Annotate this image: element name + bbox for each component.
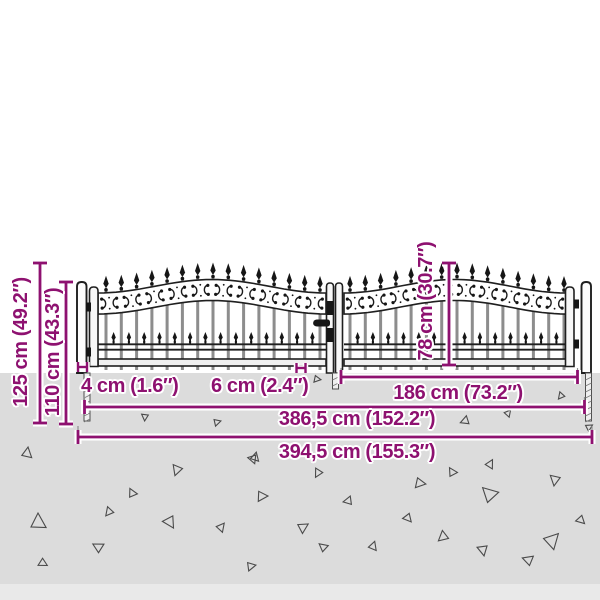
dim-inner-width-label: 386,5 cm (152.2″) bbox=[278, 408, 436, 430]
dim-center-gap-label: 6 cm (2.4″) bbox=[211, 375, 309, 397]
dim-total-width-label: 394,5 cm (155.3″) bbox=[278, 441, 436, 463]
ground-edge-strip bbox=[0, 584, 600, 600]
dim-total-height-label: 125 cm (49.2″) bbox=[10, 277, 32, 407]
dim-post-width-label: 4 cm (1.6″) bbox=[81, 375, 179, 397]
ground-area bbox=[0, 373, 600, 600]
dim-leaf-width-label: 186 cm (73.2″) bbox=[393, 382, 523, 404]
dim-leaf-height-label: 78 cm (30.7″) bbox=[415, 241, 437, 361]
dim-post-height-label: 110 cm (43.3″) bbox=[42, 287, 64, 417]
